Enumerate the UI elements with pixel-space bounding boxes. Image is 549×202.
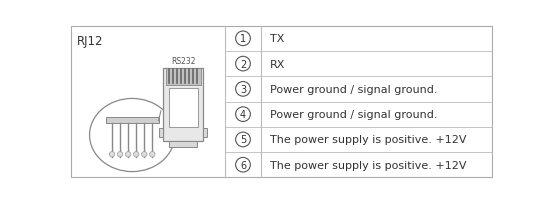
Text: 2: 2 [240,59,246,69]
Text: 1: 1 [240,34,246,44]
Text: TX: TX [270,34,284,44]
Text: Power ground ∕ signal ground.: Power ground ∕ signal ground. [270,110,438,120]
Text: 5: 5 [240,135,246,145]
Text: The power supply is positive. +12V: The power supply is positive. +12V [270,160,467,170]
Circle shape [109,152,115,157]
Text: RX: RX [270,59,285,69]
Circle shape [117,152,123,157]
Bar [165,68,201,85]
Circle shape [236,133,250,147]
Bar [106,117,159,123]
Circle shape [236,82,250,97]
Circle shape [236,158,250,172]
Circle shape [236,57,250,72]
Text: RS232: RS232 [171,56,195,65]
Text: 4: 4 [240,110,246,120]
Circle shape [236,32,250,46]
Text: The power supply is positive. +12V: The power supply is positive. +12V [270,135,467,145]
Ellipse shape [89,99,175,172]
Circle shape [150,152,155,157]
Text: RJ12: RJ12 [76,35,103,48]
Bar [159,128,163,137]
Circle shape [236,107,250,122]
Circle shape [125,152,131,157]
Text: 3: 3 [240,84,246,94]
Text: Power ground ∕ signal ground.: Power ground ∕ signal ground. [270,84,438,94]
Bar [204,128,208,137]
Bar [163,68,204,141]
Circle shape [133,152,139,157]
Circle shape [142,152,147,157]
Bar [169,88,198,127]
Text: 6: 6 [240,160,246,170]
Bar [170,141,197,147]
